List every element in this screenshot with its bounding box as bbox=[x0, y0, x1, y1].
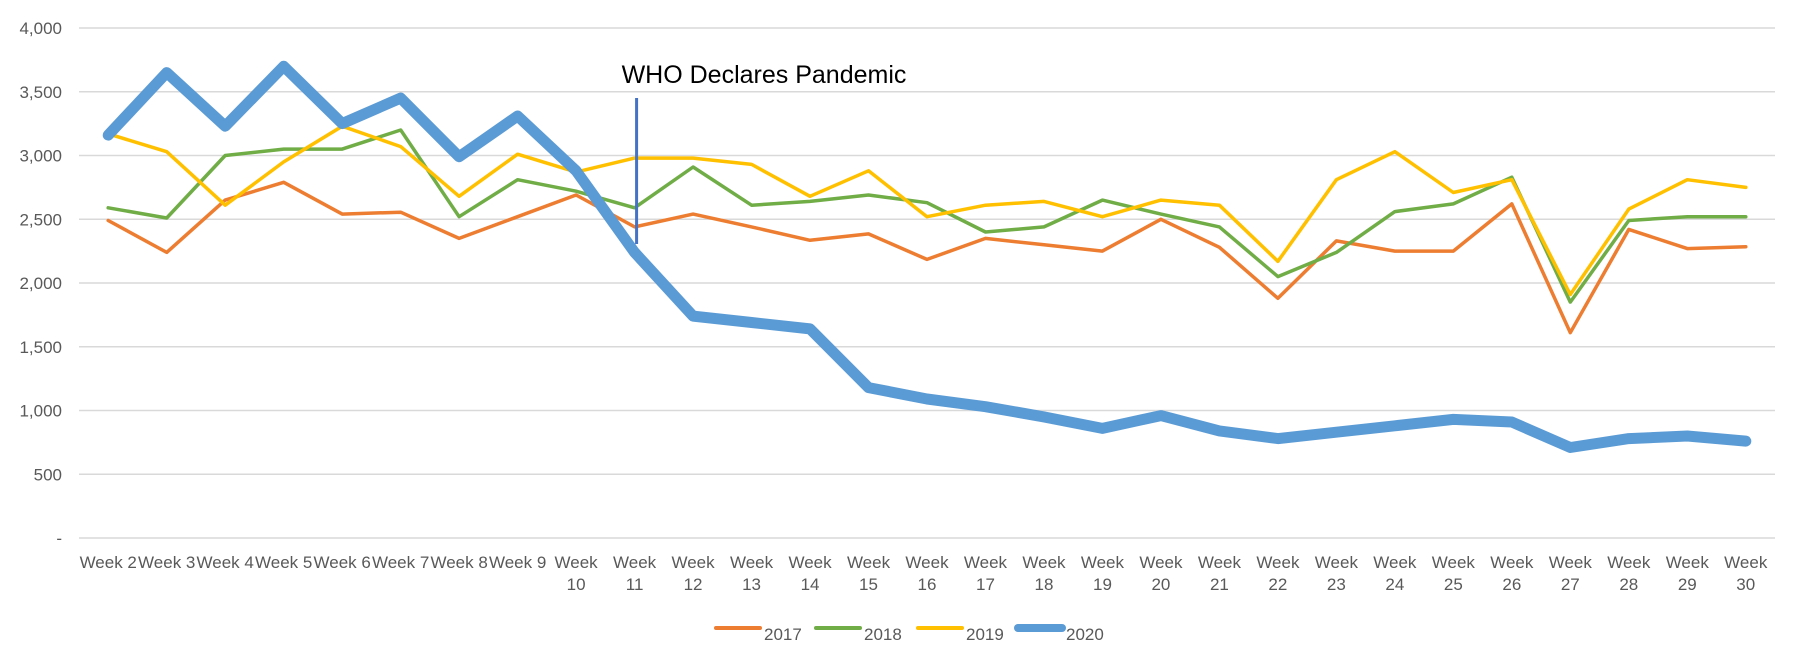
legend: 2017 2018 2019 2020 bbox=[714, 624, 1104, 644]
x-tick-label: Week 24 bbox=[1373, 553, 1417, 594]
y-tick-label: 1,000 bbox=[19, 402, 62, 421]
y-axis-tick-labels: - 500 1,000 1,500 2,000 2,500 3,000 3,500 4,000 bbox=[19, 19, 62, 548]
annotations: WHO Declares Pandemic bbox=[622, 61, 907, 244]
x-tick-label: Week 29 bbox=[1666, 553, 1710, 594]
x-tick-label: Week 16 bbox=[905, 553, 949, 594]
y-tick-label: 3,000 bbox=[19, 147, 62, 166]
x-tick-label: Week 15 bbox=[847, 553, 891, 594]
x-tick-label: Week 7 bbox=[372, 553, 429, 572]
series-line-2019 bbox=[106, 124, 1748, 297]
x-tick-label: Week 8 bbox=[430, 553, 487, 572]
x-tick-label: Week 20 bbox=[1139, 553, 1183, 594]
x-tick-label: Week 27 bbox=[1549, 553, 1593, 594]
y-tick-label: - bbox=[56, 529, 62, 548]
x-tick-label: Week 22 bbox=[1256, 553, 1300, 594]
x-tick-label: Week 14 bbox=[788, 553, 832, 594]
legend-label-2019: 2019 bbox=[966, 625, 1004, 644]
x-tick-label: Week 5 bbox=[255, 553, 312, 572]
x-tick-label: Week 11 bbox=[613, 553, 657, 594]
legend-label-2020: 2020 bbox=[1066, 625, 1104, 644]
series-line-2018 bbox=[106, 128, 1748, 304]
legend-label-2018: 2018 bbox=[864, 625, 902, 644]
y-tick-label: 500 bbox=[34, 465, 62, 484]
y-tick-label: 4,000 bbox=[19, 19, 62, 38]
x-tick-label: Week 19 bbox=[1081, 553, 1125, 594]
legend-label-2017: 2017 bbox=[764, 625, 802, 644]
y-tick-label: 2,500 bbox=[19, 210, 62, 229]
x-tick-label: Week 12 bbox=[671, 553, 715, 594]
x-tick-label: Week 4 bbox=[197, 553, 254, 572]
y-tick-label: 2,000 bbox=[19, 274, 62, 293]
x-tick-label: Week 10 bbox=[555, 553, 599, 594]
x-tick-label: Week 3 bbox=[138, 553, 195, 572]
x-tick-label: Week 23 bbox=[1315, 553, 1359, 594]
gridlines bbox=[79, 27, 1775, 539]
annotation-text: WHO Declares Pandemic bbox=[622, 61, 907, 89]
x-tick-label: Week 6 bbox=[314, 553, 371, 572]
series-line-2017 bbox=[106, 180, 1748, 335]
x-tick-label: Week 2 bbox=[80, 553, 137, 572]
x-tick-label: Week 9 bbox=[489, 553, 546, 572]
x-tick-label: Week 30 bbox=[1724, 553, 1768, 594]
x-tick-label: Week 25 bbox=[1432, 553, 1476, 594]
series-line-2020 bbox=[102, 60, 1752, 453]
x-tick-label: Week 17 bbox=[964, 553, 1008, 594]
x-tick-label: Week 18 bbox=[1022, 553, 1066, 594]
x-tick-label: Week 26 bbox=[1490, 553, 1534, 594]
y-tick-label: 3,500 bbox=[19, 83, 62, 102]
series-lines bbox=[102, 60, 1752, 453]
x-axis-tick-labels: Week 2 Week 3 Week 4 Week 5 Week 6 Week 7 Week… bbox=[80, 553, 1768, 594]
x-tick-label: Week 13 bbox=[730, 553, 774, 594]
x-tick-label: Week 21 bbox=[1198, 553, 1242, 594]
x-tick-label: Week 28 bbox=[1607, 553, 1651, 594]
y-tick-label: 1,500 bbox=[19, 338, 62, 357]
